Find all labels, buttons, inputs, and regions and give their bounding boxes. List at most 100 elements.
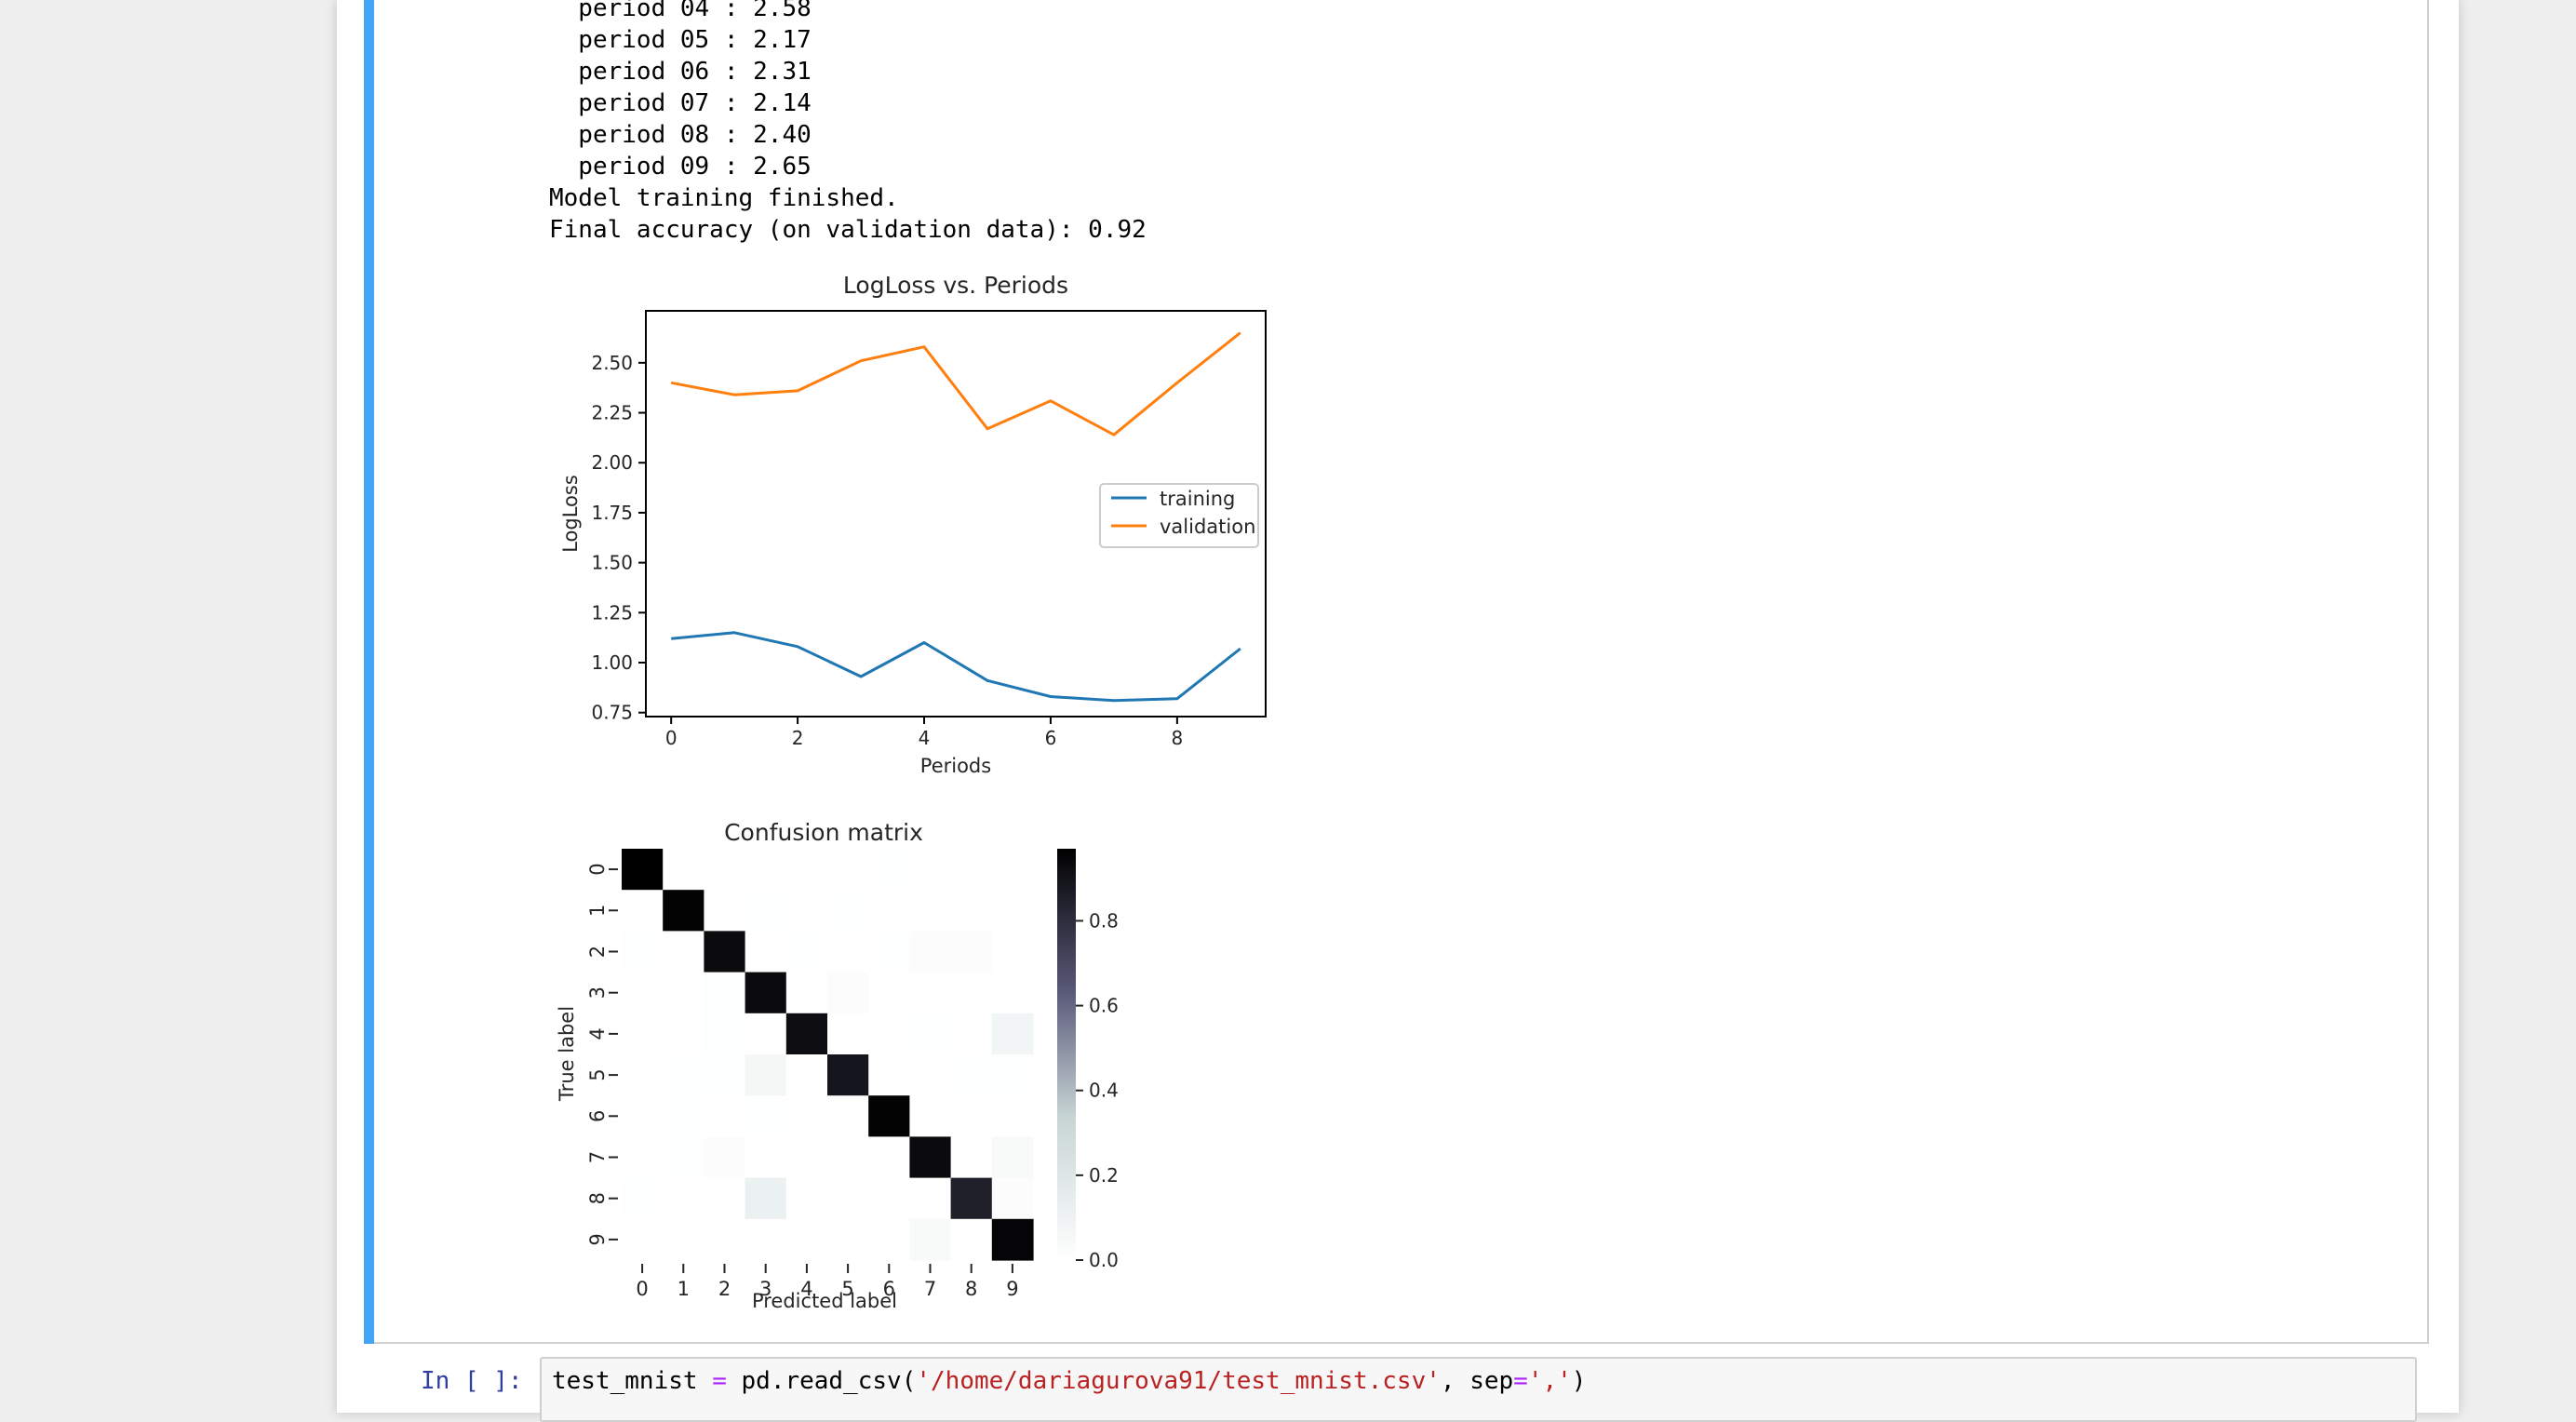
heatmap-y-tick-label: 6 <box>586 1110 609 1122</box>
heatmap-cell <box>745 1218 787 1261</box>
heatmap-cell <box>950 931 993 973</box>
heatmap-cell <box>950 1095 993 1137</box>
heatmap-x-tick-label: 9 <box>1006 1278 1018 1300</box>
heatmap-cell <box>704 849 746 891</box>
heatmap-cell <box>622 849 664 891</box>
heatmap-y-tick-label: 8 <box>586 1192 609 1204</box>
heatmap-cell <box>704 890 746 932</box>
heatmap-cell <box>785 931 828 973</box>
heatmap-cell <box>950 1136 993 1179</box>
x-tick-label: 6 <box>1045 727 1057 749</box>
y-tick-label: 1.25 <box>591 601 633 624</box>
legend: training validation <box>1099 483 1259 548</box>
heatmap-cell <box>785 972 828 1014</box>
heatmap-cell <box>991 849 1034 891</box>
heatmap-x-ticks: 0 1 2 3 4 5 6 7 8 9 <box>636 1264 1019 1300</box>
heatmap-x-tick-label: 7 <box>924 1278 936 1300</box>
heatmap-cell <box>785 1013 828 1055</box>
code-operator: = <box>712 1367 727 1395</box>
heatmap-cell <box>991 1095 1034 1137</box>
heatmap-cell <box>991 890 1034 932</box>
heatmap-cell <box>704 931 746 973</box>
stream-line: Model training finished. <box>549 184 899 212</box>
heatmap-cell <box>909 890 952 932</box>
heatmap-cell <box>745 1095 787 1137</box>
heatmap-cell <box>827 1177 869 1220</box>
heatmap-cell <box>868 1013 910 1055</box>
y-tick-label: 1.75 <box>591 502 633 524</box>
code-operator: = <box>1513 1367 1528 1395</box>
y-axis-label: LogLoss <box>559 475 582 553</box>
colorbar-tick-label: 0.8 <box>1089 909 1119 932</box>
heatmap-cell <box>991 1054 1034 1096</box>
heatmap-cell <box>622 1054 664 1096</box>
series-lines <box>670 331 1241 703</box>
heatmap-y-tick-label: 2 <box>586 946 609 958</box>
x-axis-ticks: 0 2 4 6 8 <box>665 717 1183 749</box>
heatmap-cell <box>827 1218 869 1261</box>
heatmap-cell <box>868 1177 910 1220</box>
heatmap-cell <box>622 972 664 1014</box>
heatmap-cell <box>622 890 664 932</box>
stream-line: period 08 : 2.40 <box>549 121 812 149</box>
selected-cell-indicator <box>364 0 374 1344</box>
x-tick-label: 2 <box>792 727 804 749</box>
heatmap-cell <box>622 1136 664 1179</box>
heatmap-cell <box>950 1218 993 1261</box>
y-tick-label: 0.75 <box>591 702 633 724</box>
code-var: test_mnist <box>552 1367 698 1395</box>
y-axis-ticks: 0.75 1.00 1.25 1.50 1.75 2.00 2.25 2.50 <box>591 352 646 724</box>
y-tick-label: 2.50 <box>591 352 633 374</box>
heatmap-cell <box>827 849 869 891</box>
code-line[interactable]: test_mnist = pd.read_csv('/home/dariagur… <box>552 1367 1586 1395</box>
x-tick-label: 0 <box>665 727 678 749</box>
heatmap-cell <box>663 1218 704 1261</box>
heatmap-cell <box>704 1013 746 1055</box>
heatmap-cell <box>909 849 952 891</box>
heatmap-cell <box>950 972 993 1014</box>
stream-line: period 06 : 2.31 <box>549 58 812 86</box>
y-tick-label: 2.00 <box>591 451 633 474</box>
heatmap-cell <box>991 931 1034 973</box>
input-prompt: In [ ]: <box>421 1367 523 1395</box>
heatmap-y-tick-label: 9 <box>586 1233 609 1245</box>
heatmap-cell <box>785 1054 828 1096</box>
x-tick-label: 4 <box>919 727 931 749</box>
heatmap-y-tick-label: 5 <box>586 1068 609 1080</box>
heatmap-cell <box>868 931 910 973</box>
heatmap-cell <box>663 1054 704 1096</box>
code-call: pd.read_csv( <box>741 1367 917 1395</box>
heatmap-cell <box>991 972 1034 1014</box>
code-string: ',' <box>1527 1367 1572 1395</box>
stream-line: period 07 : 2.14 <box>549 89 812 117</box>
heatmap-cell <box>868 1136 910 1179</box>
heatmap-cell <box>868 1095 910 1137</box>
heatmap-cell <box>785 849 828 891</box>
heatmap-cell <box>745 931 787 973</box>
colorbar-tick-label: 0.0 <box>1089 1249 1119 1271</box>
heatmap-cell <box>663 931 704 973</box>
heatmap-y-tick-label: 1 <box>586 905 609 917</box>
heatmap-x-tick-label: 0 <box>636 1278 648 1300</box>
heatmap-cell <box>704 1095 746 1137</box>
legend-label-training: training <box>1160 488 1235 510</box>
heatmap-cell <box>827 972 869 1014</box>
heatmap-x-tick-label: 1 <box>678 1278 690 1300</box>
heatmap-cell <box>950 1177 993 1220</box>
heatmap-cell <box>827 1136 869 1179</box>
heatmap-cell <box>663 1095 704 1137</box>
heatmap-cell <box>745 1136 787 1179</box>
heatmap-cell <box>704 1136 746 1179</box>
heatmap-cell <box>868 972 910 1014</box>
heatmap-y-tick-label: 4 <box>586 1027 609 1040</box>
heatmap-cell <box>622 1095 664 1137</box>
x-axis-label: Periods <box>920 755 991 777</box>
code-editor[interactable] <box>540 1357 2417 1422</box>
heatmap-cell <box>704 1218 746 1261</box>
confusion-matrix-heatmap: Confusion matrix 0 1 2 3 4 5 6 7 8 9 0 1 2 3 4 5 6 7 8 9 P… <box>556 819 1119 1312</box>
colorbar <box>1057 849 1076 1260</box>
heatmap-cell <box>909 1218 952 1261</box>
colorbar-tick-label: 0.6 <box>1089 995 1119 1017</box>
heatmap-cell <box>868 890 910 932</box>
heatmap-cell <box>785 1218 828 1261</box>
